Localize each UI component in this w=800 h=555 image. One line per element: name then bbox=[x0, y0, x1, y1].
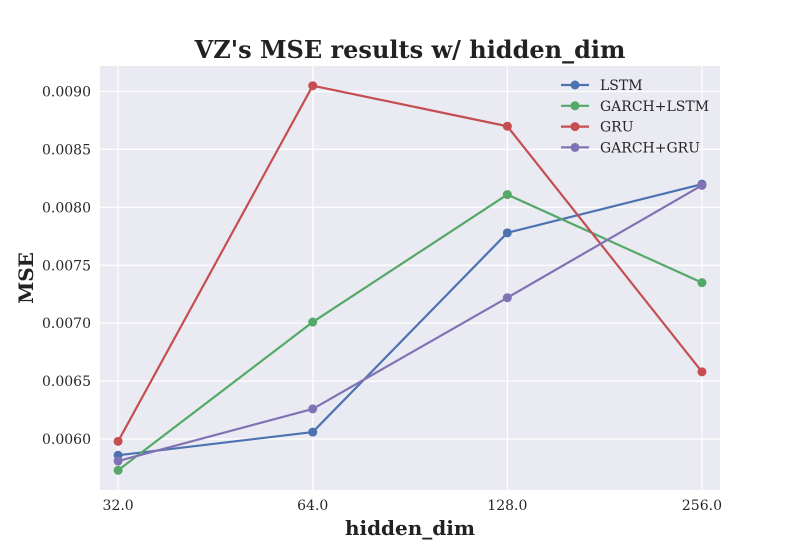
legend-label: GARCH+LSTM bbox=[600, 99, 709, 115]
legend-swatch-marker bbox=[570, 80, 580, 90]
data-point-gru bbox=[308, 81, 318, 91]
data-point-garch-gru bbox=[502, 293, 512, 303]
legend-swatch-marker bbox=[570, 101, 580, 111]
data-point-garch-gru bbox=[697, 180, 707, 190]
data-point-lstm bbox=[502, 228, 512, 238]
y-tick-label: 0.0075 bbox=[42, 258, 91, 274]
y-tick-label: 0.0080 bbox=[42, 200, 91, 216]
data-point-garch-lstm bbox=[697, 278, 707, 288]
series-line-gru bbox=[117, 84, 703, 442]
series-garch-gru bbox=[113, 180, 707, 466]
series-layer bbox=[113, 81, 707, 475]
y-tick-label: 0.0090 bbox=[42, 84, 91, 100]
plot-area bbox=[100, 66, 720, 490]
y-tick-label: 0.0065 bbox=[42, 374, 91, 390]
x-tick-label: 32.0 bbox=[103, 498, 134, 514]
data-point-gru bbox=[502, 121, 512, 131]
data-point-garch-lstm bbox=[308, 317, 318, 327]
y-tick-label: 0.0070 bbox=[42, 316, 91, 332]
series-garch-lstm bbox=[113, 190, 707, 475]
data-point-garch-gru bbox=[113, 456, 123, 466]
legend-label: GRU bbox=[600, 120, 634, 136]
legend-label: GARCH+GRU bbox=[600, 140, 700, 156]
grid bbox=[100, 66, 720, 490]
series-line-lstm bbox=[117, 183, 703, 457]
legend: LSTM GARCH+LSTM GRU GARCH+GRU bbox=[561, 78, 709, 156]
data-point-lstm bbox=[308, 427, 318, 437]
y-axis-label: MSE bbox=[14, 252, 38, 304]
y-tick-label: 0.0085 bbox=[42, 142, 91, 158]
y-tick-label: 0.0060 bbox=[42, 432, 91, 448]
legend-item-lstm: LSTM bbox=[561, 78, 643, 94]
tick-labels: 32.0 64.0 128.0 256.0 0.0060 0.0065 0.0070 0.00… bbox=[42, 84, 722, 514]
legend-swatch-marker bbox=[570, 142, 580, 152]
x-axis-label: hidden_dim bbox=[345, 516, 475, 540]
data-point-garch-gru bbox=[308, 404, 318, 414]
legend-item-gru: GRU bbox=[561, 120, 634, 136]
data-point-garch-lstm bbox=[502, 190, 512, 200]
data-point-garch-lstm bbox=[113, 465, 123, 475]
x-tick-label: 128.0 bbox=[487, 498, 527, 514]
x-tick-label: 256.0 bbox=[682, 498, 722, 514]
legend-item-garch-gru: GARCH+GRU bbox=[561, 140, 700, 156]
series-gru bbox=[113, 81, 707, 446]
series-line-garch-lstm bbox=[117, 193, 703, 472]
data-point-gru bbox=[113, 436, 123, 446]
legend-label: LSTM bbox=[600, 78, 643, 94]
series-line-garch-gru bbox=[117, 184, 703, 463]
data-point-gru bbox=[697, 367, 707, 377]
legend-swatch-marker bbox=[570, 122, 580, 132]
x-tick-label: 64.0 bbox=[297, 498, 328, 514]
chart-title: VZ's MSE results w/ hidden_dim bbox=[194, 35, 626, 64]
legend-item-garch-lstm: GARCH+LSTM bbox=[561, 99, 709, 115]
